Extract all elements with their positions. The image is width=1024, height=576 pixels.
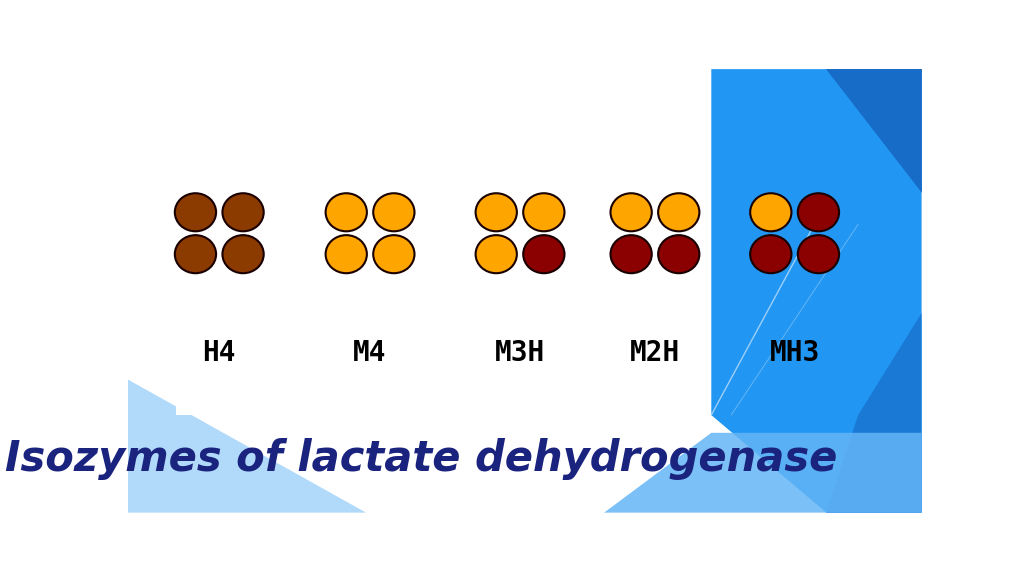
Ellipse shape bbox=[175, 193, 216, 232]
Polygon shape bbox=[128, 380, 367, 513]
Text: M3H: M3H bbox=[495, 339, 545, 367]
Ellipse shape bbox=[798, 235, 839, 273]
Ellipse shape bbox=[475, 193, 517, 232]
Ellipse shape bbox=[175, 235, 216, 273]
Ellipse shape bbox=[751, 235, 792, 273]
Ellipse shape bbox=[658, 193, 699, 232]
Text: Isozymes of lactate dehydrogenase: Isozymes of lactate dehydrogenase bbox=[5, 438, 838, 480]
Text: M4: M4 bbox=[353, 339, 387, 367]
Ellipse shape bbox=[475, 235, 517, 273]
Ellipse shape bbox=[610, 193, 651, 232]
Ellipse shape bbox=[222, 193, 264, 232]
Ellipse shape bbox=[610, 235, 651, 273]
Ellipse shape bbox=[326, 235, 367, 273]
FancyBboxPatch shape bbox=[176, 78, 703, 415]
Ellipse shape bbox=[523, 235, 564, 273]
Text: H4: H4 bbox=[203, 339, 236, 367]
Ellipse shape bbox=[523, 193, 564, 232]
Polygon shape bbox=[826, 313, 922, 513]
Ellipse shape bbox=[373, 193, 415, 232]
Ellipse shape bbox=[373, 235, 415, 273]
Text: M2H: M2H bbox=[630, 339, 680, 367]
Polygon shape bbox=[128, 433, 922, 513]
Ellipse shape bbox=[751, 193, 792, 232]
Ellipse shape bbox=[798, 193, 839, 232]
Ellipse shape bbox=[658, 235, 699, 273]
Polygon shape bbox=[826, 69, 922, 194]
Ellipse shape bbox=[326, 193, 367, 232]
Polygon shape bbox=[712, 69, 922, 513]
Ellipse shape bbox=[222, 235, 264, 273]
Text: MH3: MH3 bbox=[769, 339, 820, 367]
